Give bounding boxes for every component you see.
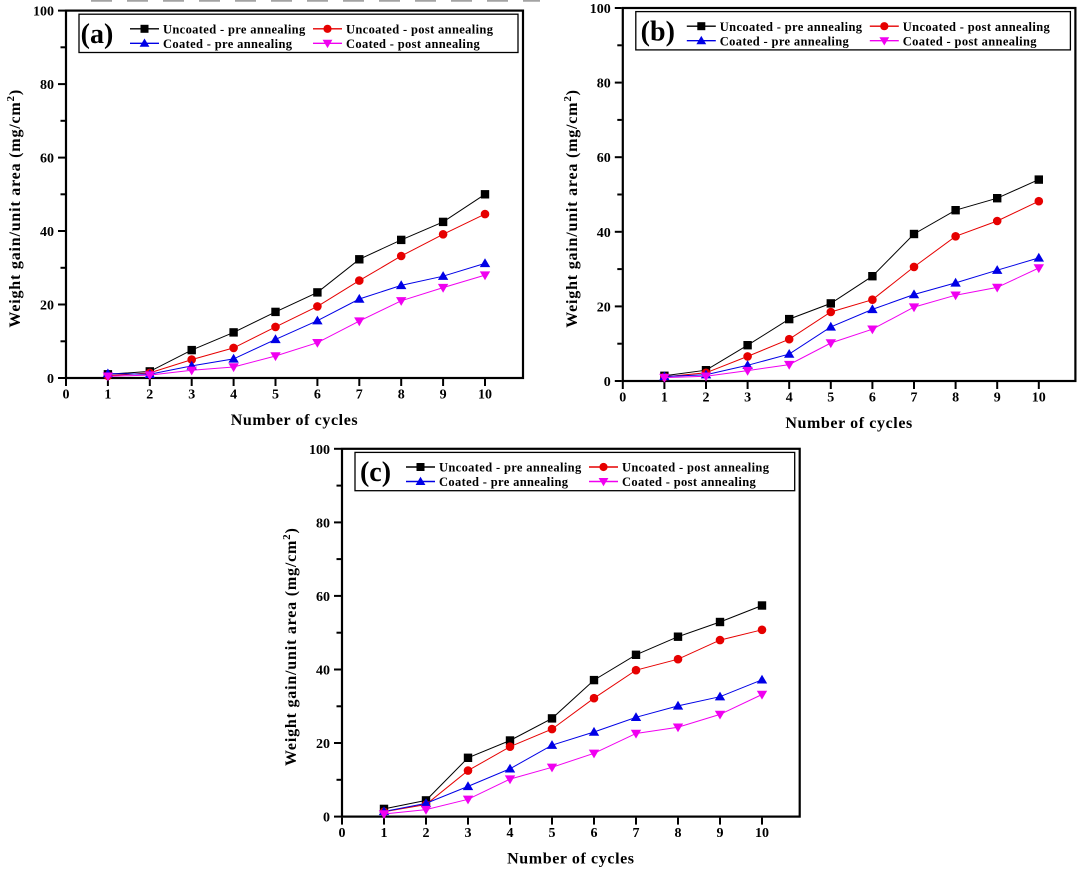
svg-text:100: 100 [33, 5, 54, 20]
svg-text:(c): (c) [360, 457, 391, 488]
svg-text:8: 8 [952, 391, 959, 406]
svg-text:0: 0 [619, 391, 626, 406]
svg-text:Uncoated - post annealing: Uncoated - post annealing [346, 22, 494, 36]
svg-text:1: 1 [661, 391, 668, 406]
svg-text:Coated - post annealing: Coated - post annealing [903, 34, 1038, 48]
svg-text:5: 5 [827, 391, 834, 406]
svg-text:Weight gain/unit area (mg/cm2): Weight gain/unit area (mg/cm2) [562, 89, 581, 328]
svg-text:4: 4 [507, 826, 514, 841]
svg-text:6: 6 [591, 826, 598, 841]
svg-text:20: 20 [316, 737, 330, 752]
svg-text:80: 80 [40, 78, 54, 93]
svg-text:100: 100 [309, 443, 330, 458]
svg-text:Uncoated - post annealing: Uncoated - post annealing [622, 461, 770, 475]
svg-text:Uncoated - post annealing: Uncoated - post annealing [903, 20, 1051, 34]
svg-text:40: 40 [40, 225, 54, 240]
svg-text:4: 4 [786, 391, 793, 406]
svg-text:7: 7 [911, 391, 918, 406]
svg-text:0: 0 [63, 388, 70, 403]
svg-text:Coated - pre annealing: Coated - pre annealing [439, 475, 569, 489]
svg-text:2: 2 [146, 388, 153, 403]
svg-text:Coated - pre annealing: Coated - pre annealing [163, 37, 293, 51]
svg-text:Uncoated - pre annealing: Uncoated - pre annealing [163, 22, 306, 36]
svg-text:6: 6 [869, 391, 876, 406]
svg-text:0: 0 [339, 826, 346, 841]
svg-text:1: 1 [381, 826, 388, 841]
svg-text:40: 40 [316, 664, 330, 679]
svg-text:0: 0 [47, 372, 54, 387]
svg-text:(a): (a) [81, 19, 114, 50]
svg-text:Uncoated - pre annealing: Uncoated - pre annealing [439, 461, 582, 475]
svg-text:9: 9 [994, 391, 1001, 406]
svg-text:8: 8 [675, 826, 682, 841]
svg-text:Weight gain/unit area (mg/cm2): Weight gain/unit area (mg/cm2) [5, 89, 24, 328]
svg-text:10: 10 [755, 826, 769, 841]
svg-text:Number of cycles: Number of cycles [507, 851, 635, 868]
svg-text:Number of cycles: Number of cycles [785, 415, 913, 432]
svg-text:6: 6 [314, 388, 321, 403]
svg-text:Coated - post annealing: Coated - post annealing [622, 475, 757, 489]
svg-text:20: 20 [597, 300, 611, 315]
svg-text:Coated - post annealing: Coated - post annealing [346, 37, 481, 51]
svg-text:60: 60 [597, 151, 611, 166]
svg-text:(b): (b) [641, 16, 675, 47]
svg-text:4: 4 [230, 388, 237, 403]
svg-text:2: 2 [423, 826, 430, 841]
svg-text:2: 2 [703, 391, 710, 406]
svg-text:7: 7 [633, 826, 640, 841]
svg-text:8: 8 [398, 388, 405, 403]
svg-text:Coated - pre annealing: Coated - pre annealing [720, 34, 850, 48]
svg-text:9: 9 [440, 388, 447, 403]
svg-text:Weight gain/unit area (mg/cm2): Weight gain/unit area (mg/cm2) [281, 527, 300, 766]
svg-text:1: 1 [104, 388, 111, 403]
svg-text:Number of cycles: Number of cycles [231, 412, 359, 429]
svg-text:100: 100 [590, 2, 611, 17]
svg-text:Uncoated - pre annealing: Uncoated - pre annealing [720, 20, 863, 34]
svg-text:5: 5 [549, 826, 556, 841]
svg-text:5: 5 [272, 388, 279, 403]
svg-text:60: 60 [40, 152, 54, 167]
svg-text:3: 3 [188, 388, 195, 403]
svg-text:3: 3 [465, 826, 472, 841]
svg-text:40: 40 [597, 226, 611, 241]
svg-text:0: 0 [323, 811, 330, 826]
svg-text:60: 60 [316, 590, 330, 605]
svg-text:7: 7 [356, 388, 363, 403]
svg-text:9: 9 [717, 826, 724, 841]
svg-text:80: 80 [597, 77, 611, 92]
svg-text:3: 3 [744, 391, 751, 406]
svg-text:20: 20 [40, 299, 54, 314]
svg-text:10: 10 [478, 388, 492, 403]
svg-text:10: 10 [1032, 391, 1046, 406]
svg-text:80: 80 [316, 516, 330, 531]
svg-text:0: 0 [604, 375, 611, 390]
